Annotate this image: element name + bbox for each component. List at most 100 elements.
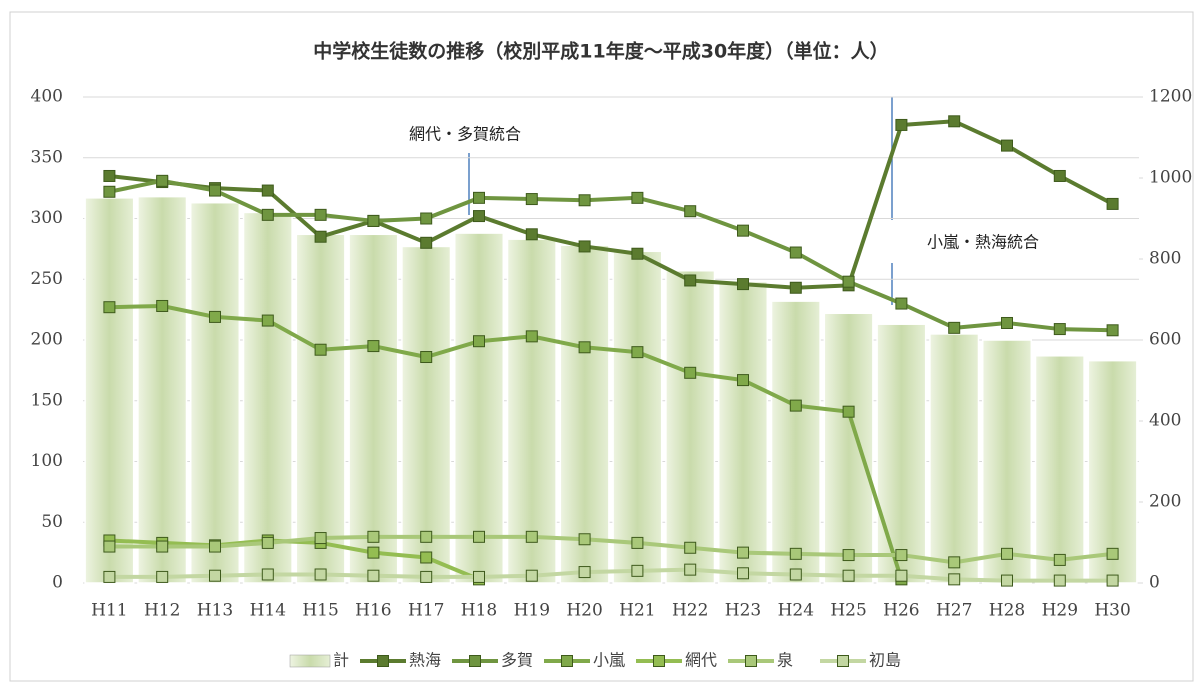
x-tick-label: H14 — [250, 601, 286, 621]
marker — [156, 570, 169, 583]
marker — [367, 340, 380, 353]
marker — [684, 563, 697, 576]
marker — [631, 346, 644, 359]
y-tick-label: 400 — [31, 87, 63, 107]
x-tick-label: H18 — [461, 601, 497, 621]
x-tick-label: H20 — [566, 601, 602, 621]
marker — [261, 184, 274, 197]
marker — [103, 169, 116, 182]
marker — [578, 533, 591, 546]
legend-marker — [653, 655, 665, 667]
legend-label: 熱海 — [409, 651, 441, 670]
marker — [314, 532, 327, 545]
line-series — [103, 530, 1119, 569]
marker — [789, 399, 802, 412]
line — [109, 534, 1113, 565]
legend-marker — [561, 655, 573, 667]
marker — [420, 351, 433, 364]
marker — [789, 246, 802, 259]
marker — [156, 540, 169, 553]
line — [109, 119, 1114, 290]
marker — [737, 546, 749, 559]
marker — [631, 564, 644, 577]
x-tick-label: H11 — [91, 601, 127, 621]
x-tick-label: H22 — [672, 601, 708, 621]
legend-label: 初島 — [869, 651, 901, 670]
marker — [473, 335, 485, 348]
marker — [420, 551, 433, 564]
bar — [1034, 355, 1085, 584]
bar — [401, 245, 452, 584]
y2-tick-label: 1000 — [1149, 168, 1192, 188]
line — [109, 303, 904, 580]
marker — [525, 530, 538, 543]
marker — [209, 569, 221, 582]
marker — [895, 549, 908, 562]
x-tick-label: H24 — [778, 601, 814, 621]
marker — [1106, 197, 1119, 210]
y2-tick-label: 1200 — [1149, 87, 1192, 107]
x-tick-label: H21 — [619, 601, 655, 621]
marker — [209, 310, 221, 323]
bar — [242, 211, 293, 584]
marker — [420, 570, 433, 583]
bar — [929, 333, 980, 584]
marker — [1106, 324, 1119, 337]
marker — [103, 540, 116, 553]
marker — [261, 208, 274, 221]
legend-marker — [469, 655, 481, 667]
marker — [209, 540, 221, 553]
line-series — [103, 174, 1119, 337]
x-tick-label: H30 — [1094, 601, 1130, 621]
marker — [737, 567, 749, 580]
marker — [103, 301, 116, 314]
marker — [1053, 169, 1066, 182]
bar — [770, 300, 821, 584]
y-tick-label: 200 — [31, 330, 63, 350]
legend-label: 網代 — [685, 651, 717, 670]
marker — [1106, 547, 1119, 560]
marker — [525, 228, 538, 241]
marker — [367, 569, 380, 582]
x-tick-label: H29 — [1042, 601, 1078, 621]
marker — [209, 184, 221, 197]
marker — [948, 321, 961, 334]
y2-tick-label: 400 — [1149, 411, 1181, 431]
marker — [473, 530, 485, 543]
marker — [578, 566, 591, 579]
marker — [684, 541, 697, 554]
marker — [631, 191, 644, 204]
bar — [981, 339, 1033, 584]
legend-item: 小嵐 — [544, 651, 625, 670]
marker — [314, 568, 327, 581]
marker — [684, 274, 697, 287]
marker — [789, 568, 802, 581]
legend-marker — [745, 655, 757, 667]
marker — [578, 341, 591, 354]
legend-item: 初島 — [820, 651, 901, 670]
legend-item: 多賀 — [452, 651, 533, 670]
marker — [525, 193, 538, 206]
marker — [156, 174, 169, 187]
legend-marker — [837, 655, 849, 667]
marker — [367, 546, 380, 559]
bar — [876, 323, 927, 584]
bar — [295, 233, 346, 584]
marker — [842, 569, 855, 582]
legend-label: 小嵐 — [593, 651, 625, 670]
legend-item: 泉 — [728, 651, 793, 670]
x-tick-label: H26 — [883, 601, 919, 621]
marker — [895, 118, 908, 131]
y-tick-label: 300 — [31, 208, 63, 228]
marker — [578, 194, 591, 207]
marker — [578, 240, 591, 253]
marker — [1106, 574, 1119, 587]
x-tick-label: H27 — [936, 601, 972, 621]
marker — [789, 281, 802, 294]
marker — [1001, 316, 1013, 329]
bar — [665, 269, 716, 584]
marker — [737, 374, 749, 387]
marker — [473, 210, 485, 223]
y-tick-label: 150 — [31, 390, 63, 410]
